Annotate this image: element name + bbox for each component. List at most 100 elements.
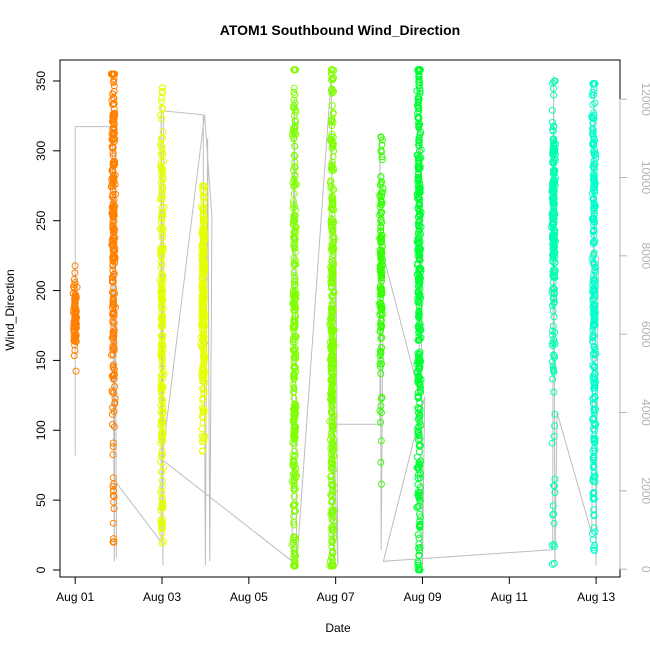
- data-point: [378, 153, 386, 161]
- data-point: [111, 70, 119, 78]
- data-point: [415, 547, 423, 555]
- y-tick-label: 50: [34, 493, 48, 507]
- data-point: [159, 315, 167, 323]
- data-point: [328, 141, 336, 149]
- data-point: [111, 253, 119, 261]
- data-point: [329, 201, 337, 209]
- data-point: [590, 109, 598, 117]
- plot-frame: [59, 59, 621, 578]
- data-point: [109, 134, 117, 142]
- data-point: [289, 451, 297, 459]
- data-point: [548, 302, 556, 310]
- data-point: [292, 291, 300, 299]
- data-point: [159, 185, 166, 192]
- data-point: [157, 248, 165, 256]
- data-point: [589, 350, 597, 358]
- data-point: [415, 362, 423, 369]
- data-point: [377, 289, 385, 297]
- data-point: [377, 348, 385, 356]
- data-point: [158, 192, 166, 200]
- data-point: [330, 326, 338, 334]
- data-point: [377, 370, 385, 378]
- data-point: [71, 327, 78, 335]
- data-point: [200, 294, 208, 302]
- data-point: [111, 225, 118, 233]
- data-point: [110, 423, 118, 431]
- data-point: [158, 396, 166, 403]
- data-point: [330, 364, 337, 372]
- data-point: [291, 216, 299, 224]
- data-point: [550, 366, 558, 374]
- data-point: [550, 245, 558, 253]
- data-point: [377, 287, 385, 295]
- data-point: [158, 181, 166, 189]
- data-point: [551, 475, 559, 483]
- data-point: [548, 210, 556, 218]
- data-point: [329, 247, 337, 255]
- data-point: [550, 194, 558, 202]
- data-point: [330, 342, 338, 350]
- data-point: [109, 90, 117, 98]
- data-point: [328, 345, 336, 353]
- data-point: [110, 335, 118, 343]
- y-axis-label: Wind_Direction: [3, 269, 17, 350]
- data-point: [378, 248, 386, 256]
- data-point: [72, 292, 80, 299]
- data-point: [159, 495, 166, 503]
- data-point: [201, 354, 209, 362]
- x-tick-label: Aug 01: [56, 590, 94, 604]
- data-point: [591, 316, 599, 324]
- data-point: [416, 274, 424, 282]
- data-point: [157, 322, 165, 330]
- data-point: [199, 331, 207, 339]
- data-point: [157, 163, 165, 171]
- data-point: [290, 163, 298, 171]
- data-point: [200, 193, 208, 201]
- data-point: [158, 529, 166, 537]
- x-axis: Aug 01 Aug 03 Aug 05 Aug 07 Aug 09 Aug 11 Aug …: [56, 576, 615, 604]
- y2-tick-label: 12000: [639, 82, 650, 116]
- data-point: [551, 422, 559, 430]
- data-point: [199, 302, 207, 310]
- data-point: [71, 346, 79, 354]
- chart-title: ATOM1 Southbound Wind_Direction: [220, 22, 460, 38]
- data-point: [198, 203, 206, 211]
- data-point: [414, 114, 422, 121]
- data-point: [109, 274, 117, 282]
- data-point: [199, 385, 207, 393]
- data-point: [589, 326, 597, 333]
- data-point: [590, 148, 597, 156]
- data-point: [590, 322, 597, 330]
- data-point: [157, 417, 165, 425]
- data-point: [416, 381, 424, 389]
- y2-axis: 0 2000 4000 6000 8000 10000 12000: [619, 82, 650, 573]
- data-point: [290, 554, 298, 562]
- data-point: [329, 422, 337, 430]
- data-point: [591, 160, 599, 168]
- data-point: [589, 101, 597, 109]
- y-axis: 0 50 100 150 200 250 300 350: [34, 71, 61, 573]
- data-point: [158, 447, 166, 455]
- data-point: [291, 106, 299, 114]
- data-point: [292, 350, 300, 358]
- data-point: [290, 317, 298, 325]
- data-point: [590, 524, 598, 532]
- data-point: [328, 377, 336, 385]
- data-point: [550, 139, 558, 147]
- data-point: [291, 400, 299, 408]
- data-point: [550, 482, 558, 490]
- data-point: [591, 180, 599, 188]
- data-point: [159, 425, 167, 433]
- data-point: [414, 173, 422, 181]
- data-point: [199, 362, 207, 370]
- data-point: [158, 294, 166, 302]
- data-point: [589, 361, 597, 369]
- data-point: [415, 78, 423, 86]
- data-point: [414, 471, 422, 479]
- data-point: [549, 224, 557, 232]
- data-point: [378, 290, 386, 298]
- data-point: [159, 226, 167, 234]
- data-point: [199, 365, 207, 373]
- data-point: [550, 159, 558, 167]
- data-point: [590, 312, 598, 320]
